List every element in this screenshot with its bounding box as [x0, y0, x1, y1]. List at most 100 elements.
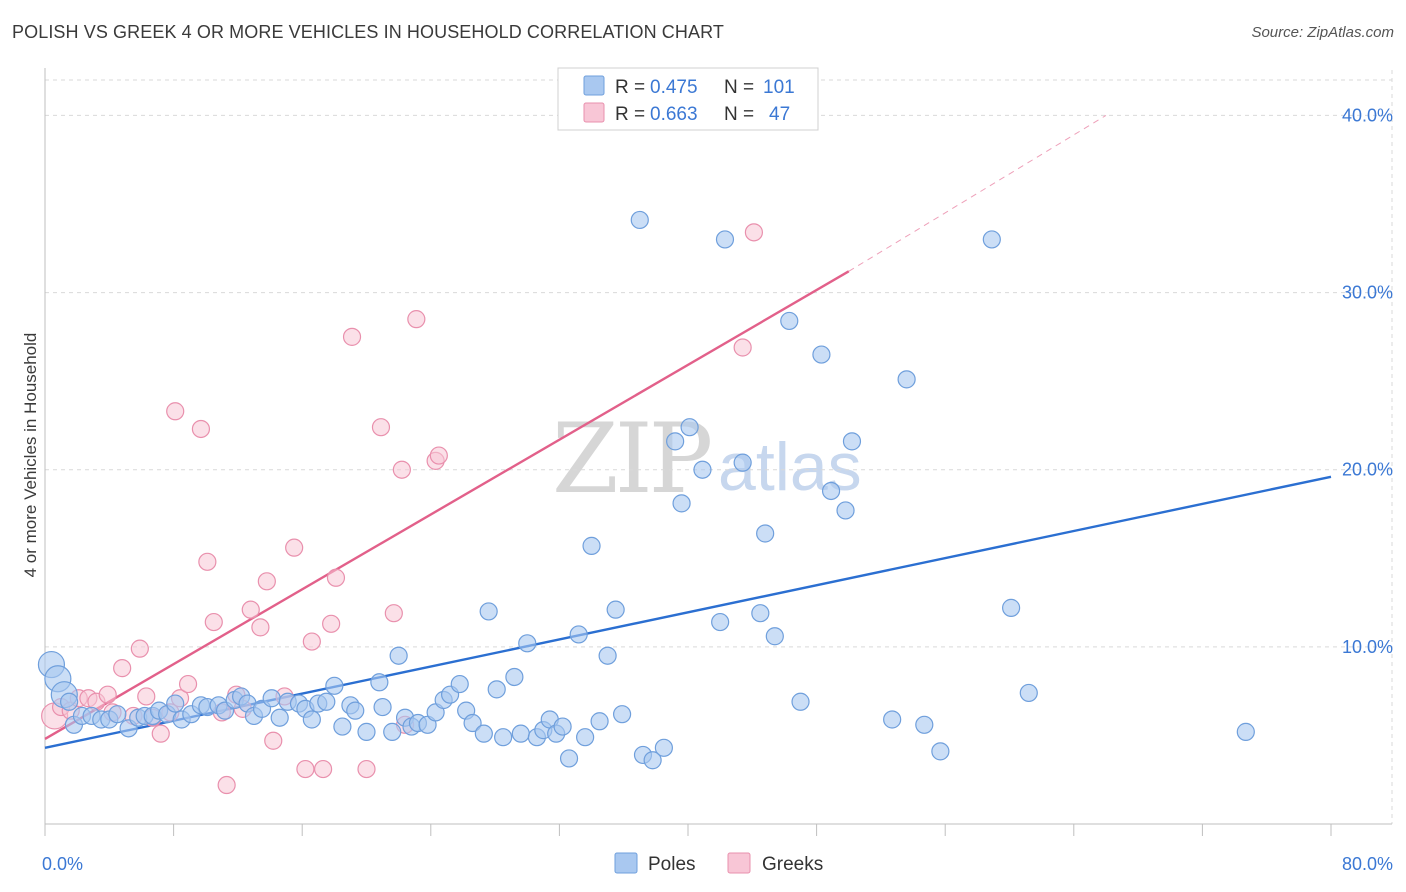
greeks-point: [285, 538, 304, 557]
poles-point: [780, 311, 799, 331]
greeks-point: [733, 338, 752, 357]
poles-point: [317, 692, 336, 711]
x-tick-label: 0.0%: [42, 854, 83, 874]
greeks-point: [392, 460, 411, 479]
legend-poles-n-label: N =: [724, 77, 754, 98]
poles-point: [333, 717, 352, 736]
poles-point: [756, 524, 775, 543]
greeks-point: [137, 687, 156, 706]
poles-point: [511, 724, 530, 743]
greeks-point: [251, 618, 270, 637]
poles-point: [569, 625, 588, 644]
greeks-point: [313, 759, 333, 779]
poles-point: [715, 230, 735, 249]
poles-point: [559, 749, 579, 768]
poles-point: [166, 694, 185, 713]
poles-point: [270, 708, 289, 727]
poles-point: [836, 501, 855, 520]
greeks-point: [296, 759, 315, 779]
poles-point: [791, 692, 810, 711]
bottom-legend-poles: Poles: [648, 854, 696, 875]
poles-point: [733, 453, 752, 472]
greeks-point: [130, 639, 149, 658]
poles-point: [262, 689, 281, 708]
bottom-legend-greeks: Greeks: [762, 854, 823, 875]
legend-poles-n-value: 101: [763, 77, 795, 98]
poles-point: [60, 692, 79, 711]
poles-point: [931, 742, 950, 761]
poles-point: [108, 705, 127, 724]
y-tick-label: 20.0%: [1342, 460, 1393, 480]
y-axis-label: 4 or more Vehicles in Household: [21, 333, 40, 578]
poles-point: [672, 494, 691, 513]
poles-point: [487, 680, 506, 699]
poles-point: [883, 710, 902, 729]
greeks-point: [744, 223, 764, 242]
greeks-point: [166, 402, 185, 421]
greeks-point: [151, 724, 170, 743]
poles-point: [680, 418, 699, 437]
greeks-point: [264, 731, 283, 750]
y-tick-label: 40.0%: [1342, 105, 1393, 125]
poles-point: [474, 724, 493, 743]
poles-point: [370, 673, 389, 692]
greeks-point: [429, 446, 448, 465]
greeks-point: [113, 659, 132, 678]
poles-point: [1019, 683, 1038, 703]
greeks-point: [407, 310, 426, 329]
poles-point: [505, 667, 524, 687]
y-tick-label: 10.0%: [1342, 637, 1393, 657]
poles-point: [463, 713, 482, 733]
poles-point: [897, 370, 916, 389]
poles-point: [346, 701, 365, 720]
greeks-point: [178, 674, 198, 694]
poles-point: [598, 646, 617, 665]
poles-point: [494, 728, 513, 747]
y-tick-label: 30.0%: [1342, 283, 1393, 303]
chart-title: POLISH VS GREEK 4 OR MORE VEHICLES IN HO…: [12, 22, 724, 42]
greeks-point: [384, 604, 403, 623]
poles-point: [751, 604, 770, 623]
poles-point: [373, 697, 392, 717]
poles-point: [1236, 722, 1255, 741]
poles-point: [630, 210, 649, 230]
poles-point: [915, 715, 934, 734]
correlation-legend: R = 0.475 N = 101 R = 0.663 N = 47: [557, 67, 819, 131]
poles-point: [982, 230, 1001, 249]
greeks-point: [302, 632, 321, 651]
greeks-point: [322, 614, 341, 633]
series-legend: Poles Greeks: [614, 852, 823, 875]
legend-poles-r-value: 0.475: [650, 77, 698, 98]
bottom-legend-swatch-poles: [614, 852, 638, 874]
legend-greeks-r-value: 0.663: [650, 104, 698, 125]
greeks-point: [371, 418, 391, 437]
chart-source: Source: ZipAtlas.com: [1251, 24, 1394, 41]
poles-point: [612, 705, 632, 724]
greeks-point: [204, 612, 223, 632]
poles-point: [1002, 598, 1021, 617]
poles-point: [518, 634, 537, 653]
poles-point: [553, 717, 572, 736]
axes: [44, 68, 1392, 836]
watermark: ZIP atlas: [552, 403, 862, 515]
poles-point: [582, 536, 601, 555]
greeks-point: [257, 572, 276, 591]
legend-greeks-n-value: 47: [769, 104, 790, 125]
poles-point: [576, 728, 595, 747]
poles-points: [37, 210, 1255, 770]
legend-greeks-r-label: R =: [615, 104, 645, 125]
poles-point: [606, 600, 625, 619]
legend-swatch-greeks: [583, 102, 605, 123]
greeks-trend-line: [44, 270, 850, 741]
poles-point: [357, 722, 376, 741]
poles-point: [302, 710, 321, 729]
poles-point: [821, 481, 841, 501]
greeks-point: [357, 759, 376, 779]
tick-labels: 10.0% 20.0% 30.0% 40.0% 0.0% 80.0%: [42, 105, 1393, 874]
poles-point: [590, 712, 609, 731]
poles-point: [325, 676, 344, 695]
greeks-point: [98, 685, 117, 704]
poles-point: [842, 432, 862, 451]
greeks-point: [191, 419, 211, 439]
